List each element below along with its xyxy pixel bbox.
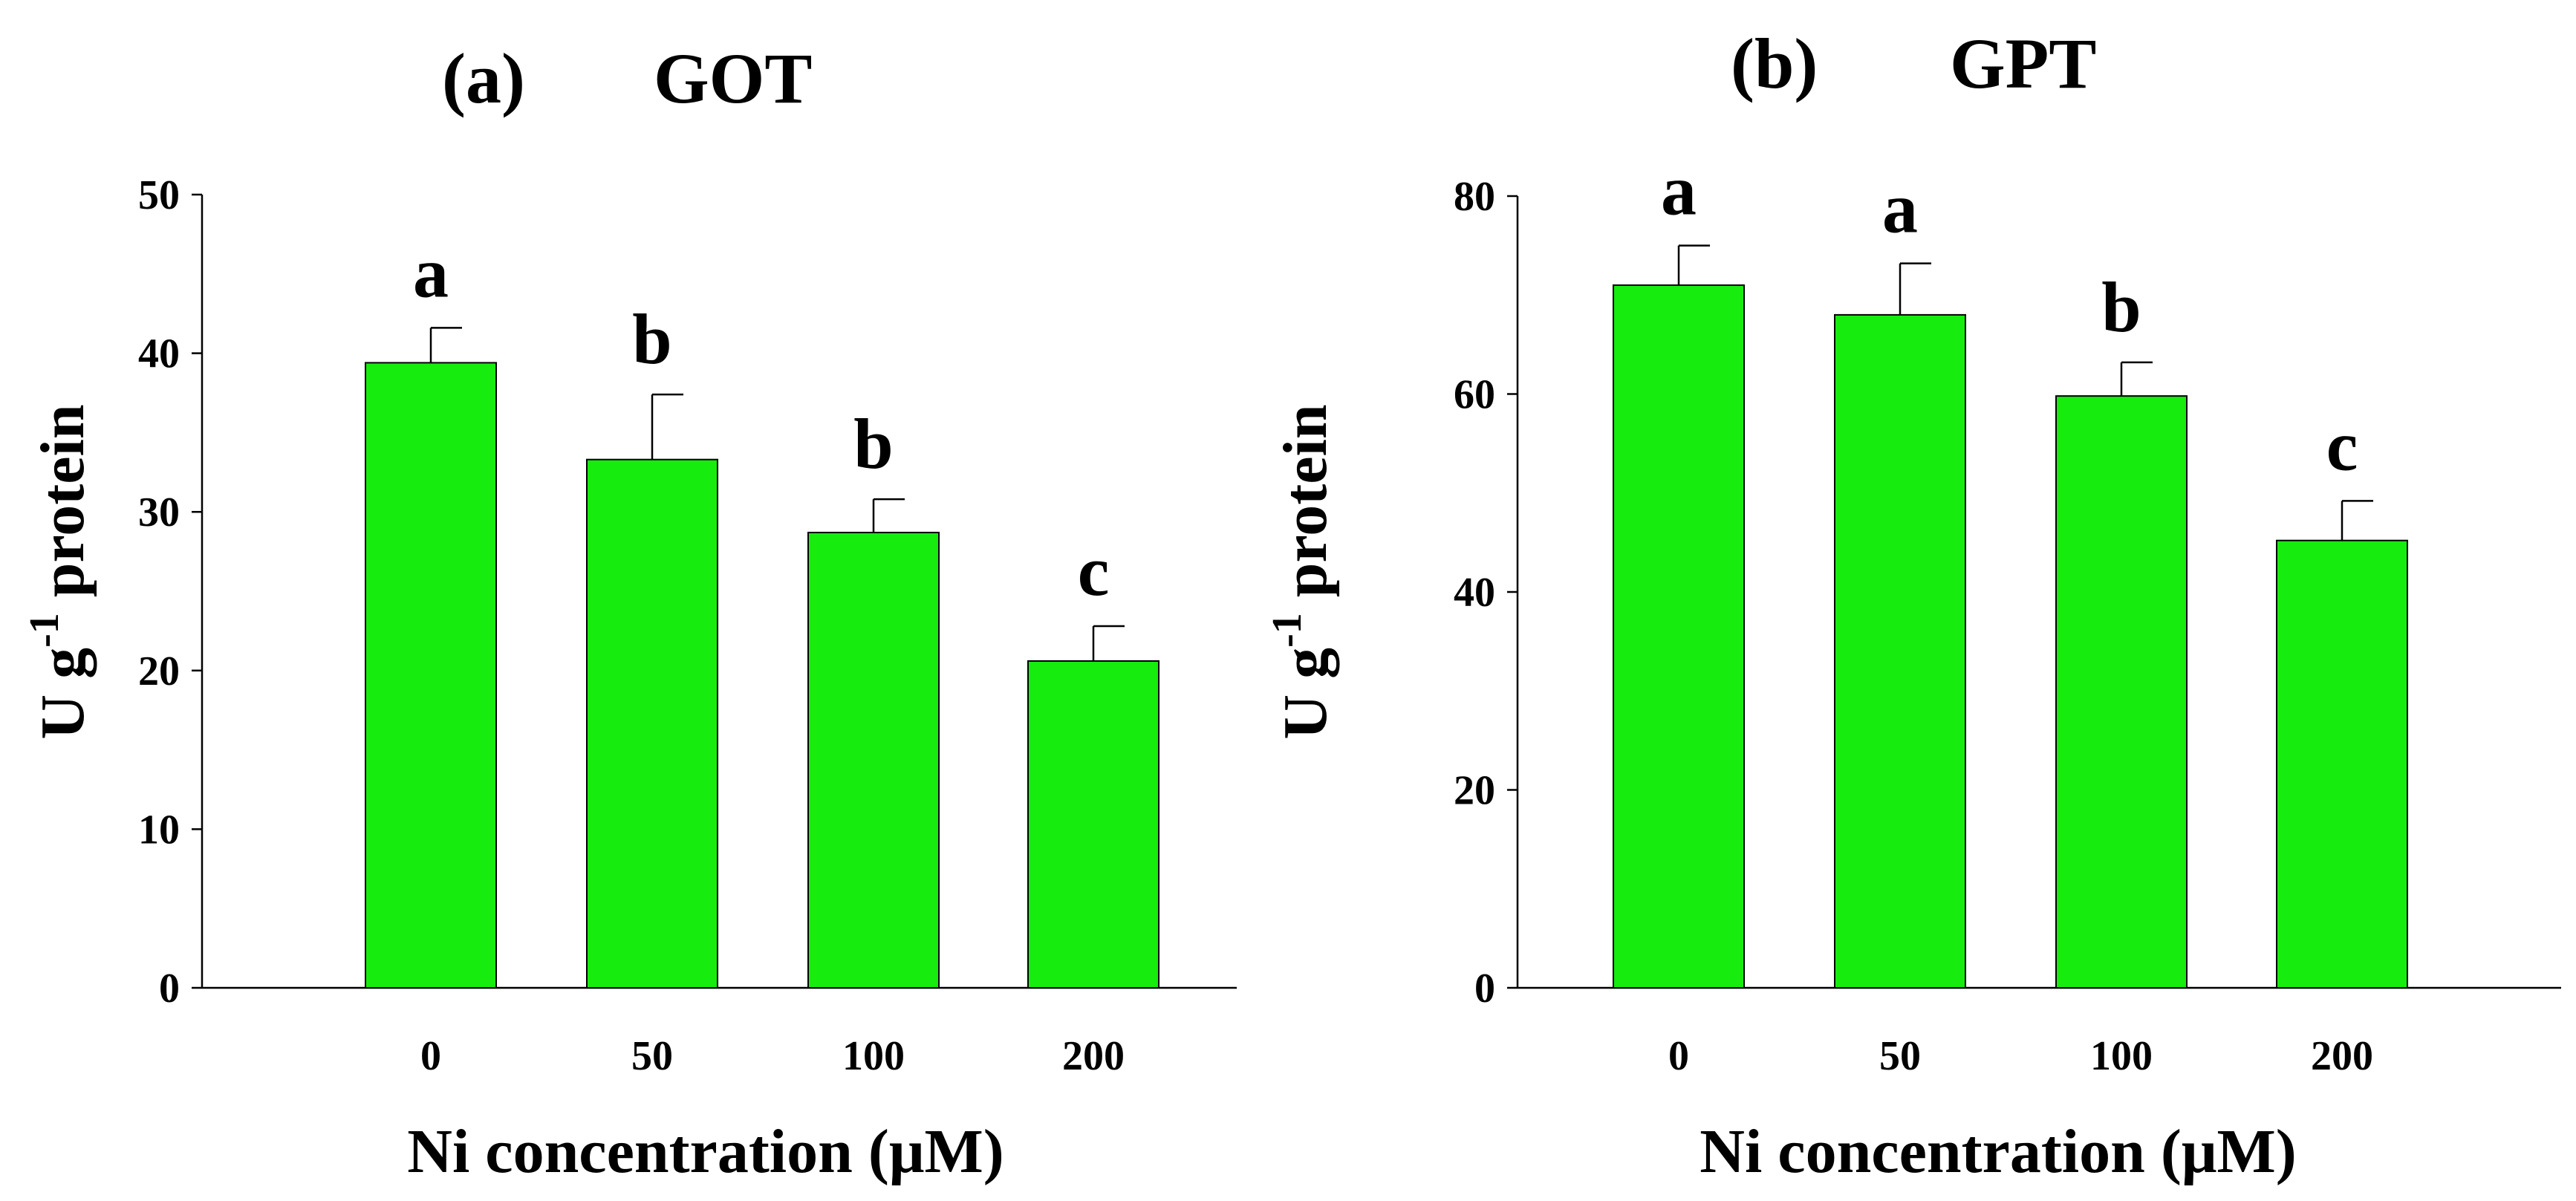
panel-a-bar — [365, 362, 497, 989]
panel-b-bar — [1834, 313, 1966, 989]
panel-b-label: (b) — [1731, 24, 1818, 103]
panel-b-x-tick-label: 200 — [2311, 1033, 2373, 1079]
panel-a-x-tick-label: 200 — [1062, 1033, 1125, 1079]
panel-a-x-tick-label: 50 — [631, 1033, 673, 1079]
panel-b-x-axis-label: Ni concentration (μM) — [1700, 1117, 2296, 1186]
panel-a-y-tick-label: 0 — [159, 966, 180, 1012]
panel-a-got: (a) GOT U g-1 protein Ni concentration (… — [22, 39, 1237, 1186]
panel-a-x-tick-label: 0 — [420, 1033, 441, 1079]
panel-b-title: GPT — [1950, 24, 2096, 103]
panel-b-significance-label: a — [1661, 151, 1697, 230]
panel-a-bar — [1027, 660, 1159, 989]
panel-b-x-tick-label: 100 — [2090, 1033, 2153, 1079]
panel-a-bar — [807, 531, 940, 989]
panel-a-y-tick-label: 30 — [138, 489, 180, 536]
panel-b-y-tick-label: 60 — [1454, 372, 1495, 418]
panel-a-significance-label: b — [632, 299, 671, 379]
panel-b-significance-label: c — [2326, 406, 2358, 485]
panel-a-significance-label: a — [413, 232, 449, 312]
panel-b-significance-label: b — [2101, 267, 2141, 347]
panel-b-y-tick-label: 80 — [1454, 174, 1495, 220]
panel-a-plot-area: 0 10 20 30 40 50 a 0 b 50 b 100 c 200 — [138, 172, 1237, 1079]
panel-b-y-tick-label: 20 — [1454, 768, 1495, 814]
panel-b-bar — [1613, 284, 1745, 989]
panel-b-plot-area: 0 20 40 60 80 a 0 a 50 b 100 c 200 — [1454, 151, 2561, 1079]
panel-b-bar — [2276, 539, 2408, 989]
panel-a-y-tick-label: 50 — [138, 172, 180, 218]
panel-a-significance-label: b — [853, 404, 893, 484]
panel-b-y-tick-label: 40 — [1454, 570, 1495, 616]
panel-a-significance-label: c — [1078, 531, 1110, 611]
panel-a-y-axis-label: U g-1 protein — [22, 404, 97, 739]
panel-b-y-tick-label: 0 — [1474, 966, 1495, 1012]
panel-b-significance-label: a — [1882, 169, 1918, 248]
panel-b-gpt: (b) GPT U g-1 protein Ni concentration (… — [1264, 24, 2561, 1186]
panel-b-x-tick-label: 50 — [1879, 1033, 1921, 1079]
panel-a-title: GOT — [654, 39, 812, 118]
panel-b-y-axis-label: U g-1 protein — [1264, 404, 1340, 739]
panel-a-label: (a) — [442, 39, 525, 118]
panel-a-y-tick-label: 10 — [138, 807, 180, 853]
panel-a-x-axis-label: Ni concentration (μM) — [407, 1117, 1004, 1186]
panel-a-y-tick-label: 40 — [138, 331, 180, 377]
panel-b-bar — [2055, 395, 2188, 989]
panel-a-x-tick-label: 100 — [842, 1033, 905, 1079]
panel-a-bar — [586, 458, 718, 989]
panel-b-x-tick-label: 0 — [1668, 1033, 1689, 1079]
panel-a-y-tick-label: 20 — [138, 648, 180, 694]
